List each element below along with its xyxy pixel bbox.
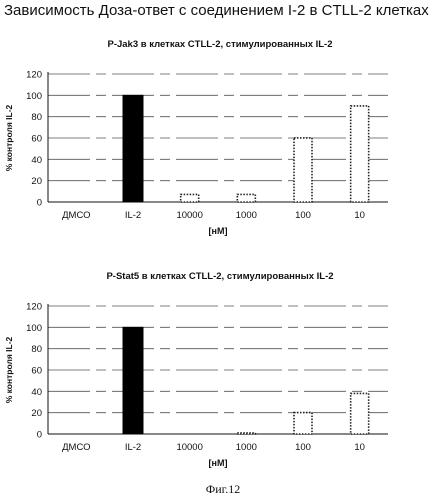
- chart-1-x-tick-label: IL-2: [125, 210, 141, 221]
- chart-2-x-tick-label: 10: [354, 442, 365, 453]
- chart-p-jak3: P-Jak3 в клетках CTLL-2, стимулированных…: [0, 30, 446, 240]
- chart-1-y-tick-label: 60: [31, 134, 42, 145]
- chart-1-bar: [237, 194, 255, 202]
- chart-2-x-tick-label: ДМСО: [62, 442, 90, 453]
- chart-2-x-tick-label: 10000: [176, 442, 202, 453]
- bar-chart-p-stat5: P-Stat5 в клетках CTLL-2, стимулированны…: [0, 262, 446, 472]
- chart-1-bar: [294, 138, 312, 202]
- chart-2-x-tick-label: IL-2: [125, 442, 141, 453]
- chart-1-bar: [351, 106, 369, 202]
- chart-2-y-tick-label: 0: [37, 430, 42, 441]
- chart-1-y-tick-label: 80: [31, 112, 42, 123]
- chart-2-y-tick-label: 60: [31, 366, 42, 377]
- chart-1-y-tick-label: 120: [26, 70, 42, 81]
- chart-2-x-axis-label: [нМ]: [209, 458, 228, 468]
- chart-2-x-tick-label: 100: [295, 442, 311, 453]
- chart-2-bar: [351, 393, 369, 434]
- chart-2-y-tick-label: 120: [26, 302, 42, 313]
- chart-1-x-tick-label: 1000: [236, 210, 257, 221]
- chart-2-y-tick-label: 40: [31, 387, 42, 398]
- chart-1-x-axis-label: [нМ]: [209, 226, 228, 236]
- chart-1-y-tick-label: 0: [37, 198, 42, 209]
- bar-chart-p-jak3: P-Jak3 в клетках CTLL-2, стимулированных…: [0, 30, 446, 240]
- chart-2-bar: [123, 327, 143, 434]
- chart-1-bar: [181, 194, 199, 202]
- chart-1-x-tick-label: 10: [354, 210, 365, 221]
- chart-1-y-tick-label: 20: [31, 176, 42, 187]
- chart-2-y-tick-label: 20: [31, 408, 42, 419]
- chart-2-bar: [294, 413, 312, 434]
- chart-2-y-tick-label: 80: [31, 344, 42, 355]
- chart-2-y-tick-label: 100: [26, 323, 42, 334]
- chart-1-y-axis-label: % контроля IL-2: [4, 104, 14, 171]
- page-title: Зависимость Доза-ответ с соединением I-2…: [4, 2, 444, 19]
- figure-caption: Фиг.12: [0, 482, 446, 497]
- chart-1-bar: [123, 95, 143, 202]
- chart-1-x-tick-label: ДМСО: [62, 210, 90, 221]
- chart-1-y-tick-label: 40: [31, 155, 42, 166]
- chart-1-title: P-Jak3 в клетках CTLL-2, стимулированных…: [107, 39, 332, 50]
- chart-1-y-tick-label: 100: [26, 91, 42, 102]
- chart-2-bar: [237, 433, 255, 434]
- chart-2-x-tick-label: 1000: [236, 442, 257, 453]
- chart-p-stat5: P-Stat5 в клетках CTLL-2, стимулированны…: [0, 262, 446, 472]
- chart-1-x-tick-label: 100: [295, 210, 311, 221]
- chart-1-x-tick-label: 10000: [176, 210, 202, 221]
- chart-2-y-axis-label: % контроля IL-2: [4, 336, 14, 403]
- chart-2-title: P-Stat5 в клетках CTLL-2, стимулированны…: [106, 271, 333, 282]
